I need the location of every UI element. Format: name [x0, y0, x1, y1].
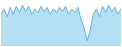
area-fill [1, 5, 121, 46]
sparkline-chart [0, 0, 122, 47]
plot-area [1, 5, 121, 46]
chart-container [0, 0, 122, 47]
area-line [1, 5, 121, 40]
